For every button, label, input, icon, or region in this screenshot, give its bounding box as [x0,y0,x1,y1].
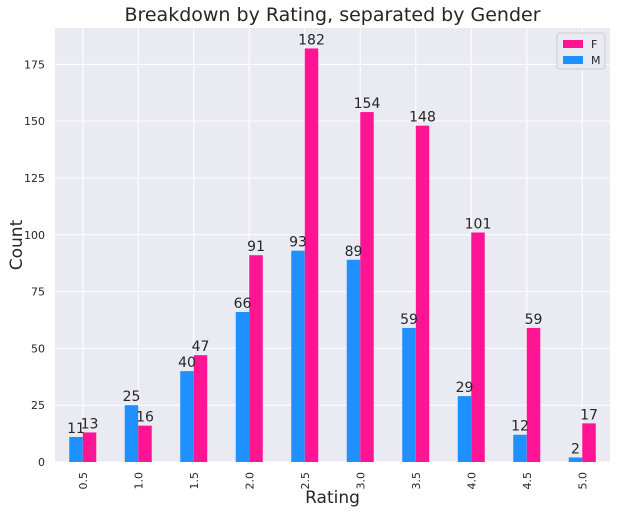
plot-area [55,28,610,462]
x-tick-label: 0.5 [77,472,90,490]
data-label: 17 [580,407,598,423]
bar-M-5.0 [568,457,583,462]
x-tick-label: 4.0 [465,472,478,490]
x-tick-label: 3.0 [354,472,367,490]
data-label: 91 [247,239,265,255]
bar-F-4.5 [526,327,541,462]
bar-M-2.5 [291,250,305,462]
y-tick-label: 125 [24,172,45,185]
bar-F-1.5 [193,355,208,462]
legend-label-M: M [591,54,601,67]
legend: FM [556,32,606,70]
data-label: 11 [67,421,85,437]
data-label: 25 [123,389,141,405]
data-label: 16 [136,410,154,426]
data-label: 59 [400,312,418,328]
data-label: 101 [465,217,492,233]
bar-M-1.0 [124,405,139,462]
data-label: 182 [298,32,325,48]
bar-F-0.5 [82,432,97,462]
legend-label-F: F [591,38,597,51]
y-tick-label: 50 [31,342,45,355]
legend-swatch-M [563,56,583,64]
bar-M-0.5 [69,437,83,462]
data-label: 89 [345,244,363,260]
y-tick-label: 100 [24,229,45,242]
y-axis-label: Count [7,219,27,270]
bar-M-3.0 [346,259,361,462]
bars [69,48,596,463]
data-label: 12 [511,419,529,435]
data-label: 29 [456,380,474,396]
y-tick-label: 175 [24,58,45,71]
data-label: 59 [525,312,543,328]
y-tick-label: 0 [38,456,45,469]
x-tick-label: 2.0 [243,472,256,490]
data-label: 148 [409,110,436,126]
bar-M-4.5 [513,434,527,462]
y-tick-label: 150 [24,115,45,128]
bar-F-5.0 [582,423,596,462]
bar-M-2.0 [235,312,250,462]
y-tick-label: 25 [31,399,45,412]
data-label: 13 [81,416,99,432]
y-tick-label: 75 [31,286,45,299]
x-tick-label: 3.5 [410,472,423,490]
bar-F-2.5 [304,48,319,463]
bar-F-3.0 [360,112,374,462]
data-label: 93 [289,235,307,251]
bar-F-4.0 [471,232,485,462]
x-tick-label: 1.0 [132,472,145,490]
data-label: 47 [192,339,210,355]
x-tick-labels: 0.5 1.0 1.5 2.0 2.5 3.0 3.5 4.0 4.5 5.0 [77,472,590,490]
bar-F-3.5 [415,125,430,462]
data-label: 66 [234,296,252,312]
data-label: 2 [571,441,580,457]
bar-M-3.5 [402,327,416,462]
data-label: 40 [178,355,196,371]
legend-swatch-F [563,40,583,48]
bar-F-1.0 [138,425,152,462]
x-axis-label: Rating [305,488,360,508]
data-label: 154 [354,96,381,112]
x-tick-label: 5.0 [576,472,589,490]
bar-M-4.0 [457,396,472,462]
chart-title: Breakdown by Rating, separated by Gender [124,4,540,26]
x-tick-label: 2.5 [299,472,312,490]
x-tick-label: 4.5 [521,472,534,490]
x-tick-label: 1.5 [188,472,201,490]
bar-F-2.0 [249,255,263,462]
bar-M-1.5 [180,371,194,462]
y-tick-labels: 0 25 50 75 100 125 150 175 [24,58,45,469]
